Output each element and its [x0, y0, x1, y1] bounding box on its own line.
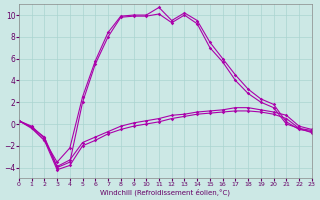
X-axis label: Windchill (Refroidissement éolien,°C): Windchill (Refroidissement éolien,°C) — [100, 188, 230, 196]
